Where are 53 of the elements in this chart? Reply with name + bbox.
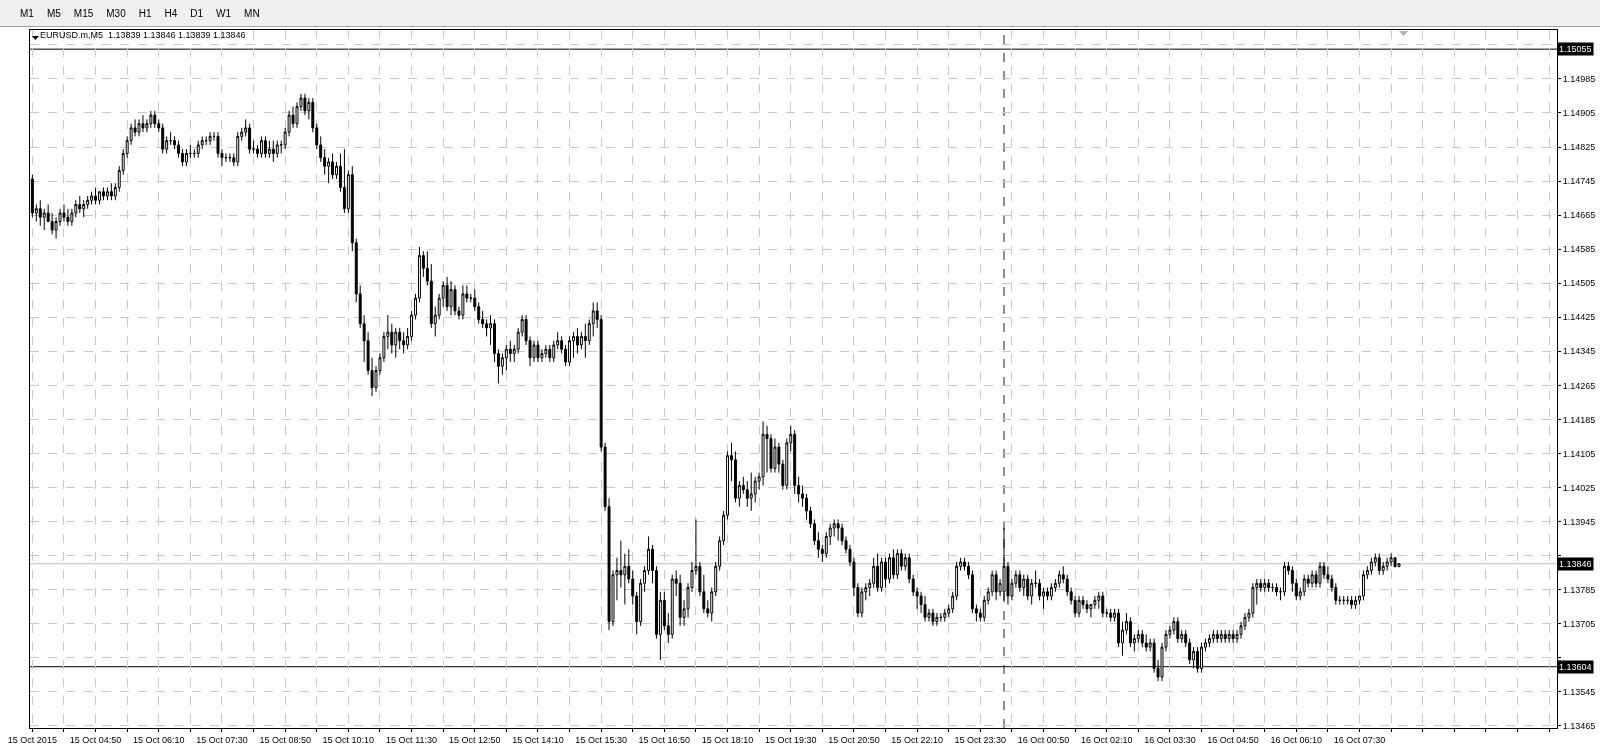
x-tick-label: 15 Oct 07:30: [196, 734, 248, 745]
x-tick-label: 15 Oct 15:30: [575, 734, 627, 745]
y-tick-label: 1.14665: [1562, 210, 1596, 221]
x-tick-label: 16 Oct 04:50: [1207, 734, 1259, 745]
x-tick-label: 16 Oct 00:50: [1017, 734, 1070, 745]
text: M15: [72, 6, 95, 21]
x-tick-label: 15 Oct 18:10: [701, 734, 754, 745]
ref-line-label: 1.13846: [1559, 559, 1592, 569]
y-tick-label: 1.13545: [1562, 686, 1596, 697]
text: M1: [19, 6, 35, 21]
x-tick-label: 16 Oct 02:10: [1080, 734, 1133, 745]
text: H1: [137, 6, 153, 21]
x-tick-label: 15 Oct 20:50: [828, 734, 880, 745]
y-tick-label: 1.14825: [1562, 142, 1596, 153]
y-tick-label: 1.14025: [1562, 482, 1596, 493]
y-tick-label: 1.14185: [1562, 414, 1596, 425]
ref-line-label: 1.15055: [1559, 44, 1592, 54]
y-tick-label: 1.14345: [1562, 346, 1596, 357]
text: M5: [45, 6, 62, 21]
x-tick-label: 16 Oct 07:30: [1333, 734, 1386, 745]
x-tick-label: 15 Oct 12:50: [448, 734, 501, 745]
x-tick-label: 15 Oct 16:50: [638, 734, 691, 745]
ref-line-label: 1.13604: [1559, 662, 1592, 672]
x-tick-label: 15 Oct 14:10: [512, 734, 564, 745]
y-tick-label: 1.13465: [1562, 721, 1596, 732]
y-tick-label: 1.14585: [1562, 244, 1596, 255]
x-tick-label: 15 Oct 04:50: [69, 734, 122, 745]
text: MN: [243, 6, 261, 21]
y-tick-label: 1.14745: [1562, 176, 1596, 187]
x-tick-label: 15 Oct 10:10: [322, 734, 375, 745]
x-tick-label: 15 Oct 2015: [7, 734, 57, 745]
y-tick-label: 1.14265: [1562, 380, 1596, 391]
x-tick-label: 15 Oct 19:30: [764, 734, 817, 745]
text: D1: [189, 6, 205, 21]
y-tick-label: 1.14985: [1562, 74, 1596, 85]
text: W1: [215, 6, 233, 21]
y-tick-label: 1.13945: [1562, 516, 1596, 527]
text: M30: [105, 6, 127, 21]
x-tick-label: 15 Oct 23:30: [954, 734, 1007, 745]
x-tick-label: 15 Oct 06:10: [132, 734, 185, 745]
y-tick-label: 1.13785: [1562, 584, 1596, 595]
x-tick-label: 15 Oct 08:50: [259, 734, 311, 745]
chart-title: EURUSD.m,M5 1.13839 1.13846 1.13839 1.13846: [39, 29, 246, 40]
y-tick-label: 1.13705: [1562, 618, 1596, 629]
text: H4: [163, 6, 179, 21]
y-tick-label: 1.14425: [1562, 312, 1596, 323]
x-tick-label: 16 Oct 03:30: [1144, 734, 1196, 745]
y-tick-label: 1.14905: [1562, 108, 1596, 119]
y-tick-label: 1.14105: [1562, 448, 1596, 459]
y-tick-label: 1.14505: [1562, 278, 1596, 289]
x-tick-label: 15 Oct 11:30: [386, 734, 437, 745]
x-tick-label: 15 Oct 22:10: [891, 734, 943, 745]
x-tick-label: 16 Oct 06:10: [1270, 734, 1323, 745]
